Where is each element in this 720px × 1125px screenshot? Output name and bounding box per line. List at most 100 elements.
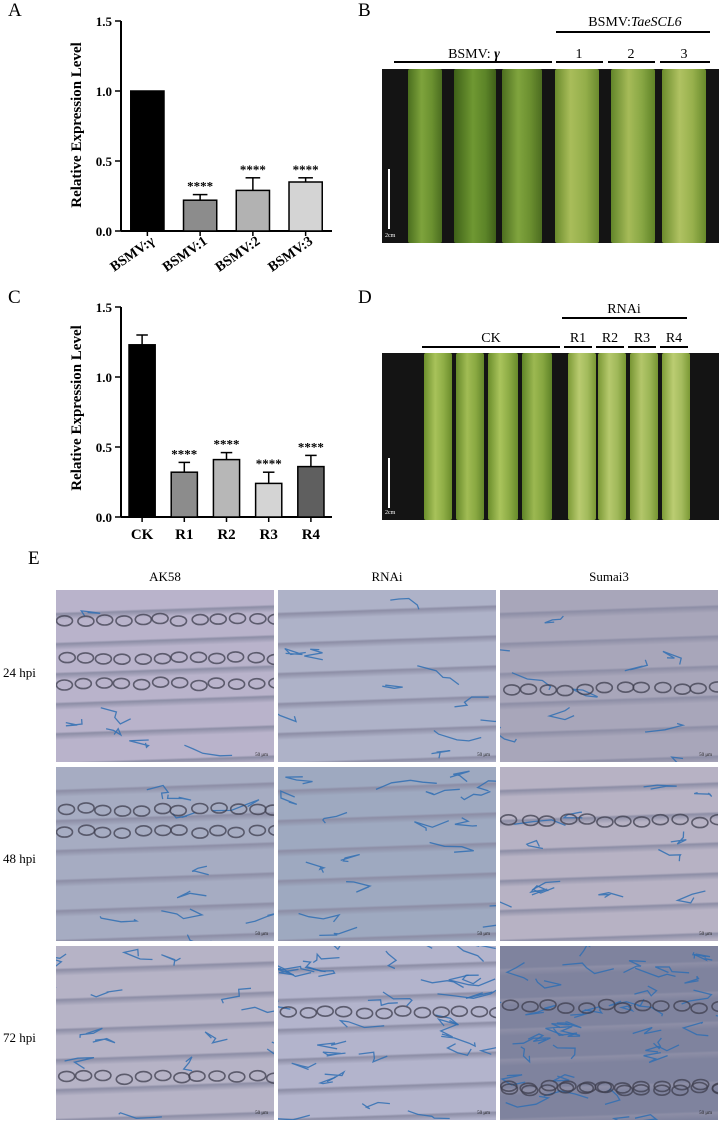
hypha [425, 788, 460, 796]
x-tick-label: R2 [217, 527, 235, 543]
cell-outline [299, 1007, 318, 1019]
cell-outline [228, 612, 247, 625]
cell-outline [226, 651, 245, 663]
group-label-treatment: BSMV:TaeSCL6 [588, 15, 681, 30]
bar [288, 181, 323, 232]
cell-outline [134, 824, 153, 837]
cell-outline [394, 1005, 412, 1017]
hypha [420, 979, 464, 989]
leaf [555, 69, 599, 243]
hypha [454, 817, 477, 827]
hypha [324, 1070, 346, 1083]
cell-outline [113, 805, 132, 817]
cell-outline [673, 683, 692, 695]
hypha [480, 719, 496, 723]
hypha [715, 1014, 718, 1017]
y-tick-label: 1.5 [96, 300, 113, 315]
cell-outline [190, 679, 208, 692]
cell-outline [264, 804, 274, 816]
cell-outline [265, 1072, 274, 1084]
scale-bar-label: 50 μm [255, 1111, 268, 1116]
hyphae-overlay [56, 784, 274, 941]
bar [130, 90, 165, 232]
hypha [220, 987, 252, 1004]
hypha [204, 1031, 228, 1044]
significance-label: **** [171, 446, 197, 461]
hypha [505, 1095, 551, 1108]
hypha [623, 959, 646, 974]
group-label-control: BSMV: γ [448, 47, 500, 62]
panel-label-d: D [358, 287, 372, 308]
bar-chart-c: Relative Expression Level 0.0 0.5 1.0 1.5 CK… [69, 300, 332, 543]
micrograph-sumai3-24hpi: 50 μm [500, 590, 718, 762]
hypha [382, 991, 413, 1007]
hypha [643, 784, 677, 790]
cell-outline [501, 999, 520, 1012]
cell-outline [489, 1007, 496, 1019]
cell-outline [375, 1007, 393, 1020]
bar [254, 482, 283, 518]
leaf [424, 353, 452, 520]
cell-outline [209, 824, 227, 837]
cell-outline [173, 1071, 191, 1084]
cell-outline [77, 615, 95, 628]
panel-label-b: B [358, 0, 371, 21]
micrograph-rnai-72hpi: 50 μm [278, 946, 496, 1120]
cell-outline [229, 803, 248, 815]
hypha [304, 648, 323, 661]
leaf [456, 353, 484, 520]
hypha [100, 707, 131, 725]
cell-outline [154, 824, 172, 837]
micrograph-ak58-24hpi: 50 μm [56, 590, 274, 762]
cell-outline [671, 813, 689, 826]
cell-outline [113, 653, 131, 665]
hypha [431, 750, 451, 759]
hypha [191, 865, 209, 876]
hypha [121, 948, 153, 961]
cell-outline [56, 826, 74, 838]
cell-outline [248, 824, 267, 837]
hypha [278, 965, 315, 973]
hypha [645, 1044, 680, 1053]
bar [128, 344, 156, 518]
cell-outline [652, 1000, 670, 1012]
cell-outline [170, 651, 188, 663]
bar [182, 199, 218, 232]
cell-outline [595, 681, 614, 694]
hypha [512, 1037, 551, 1045]
cell-outline [77, 824, 96, 837]
cell-outline [95, 614, 114, 626]
hypha [65, 719, 83, 727]
hypha [382, 684, 403, 689]
significance-label: **** [293, 162, 319, 177]
scale-bar-label: 50 μm [477, 932, 490, 937]
hypha [79, 1027, 103, 1038]
hypha [500, 726, 517, 743]
hypha [670, 756, 684, 762]
leaf [568, 353, 596, 520]
hypha [460, 790, 491, 801]
hypha [562, 962, 614, 975]
leaf-photo-d: 2cm [382, 353, 719, 520]
y-tick-label: 0.5 [96, 440, 113, 455]
cell-outline [653, 1080, 671, 1093]
hypha [632, 1026, 662, 1035]
x-tick-label: BSMV:3 [266, 234, 316, 275]
cell-outline [268, 677, 274, 689]
cell-outline [613, 1002, 632, 1014]
leaf [662, 353, 690, 520]
hypha [92, 1037, 116, 1044]
hypha [670, 831, 687, 845]
cell-outline [115, 615, 133, 627]
scale-bar-label: 2cm [385, 510, 396, 516]
cell-outline [709, 813, 718, 826]
row-header-72hpi: 72 hpi [3, 1030, 36, 1045]
panel-b-header: BSMV:TaeSCL6 BSMV: γ 1 2 3 [394, 15, 710, 63]
hypha [105, 727, 123, 737]
cell-outline [634, 999, 652, 1012]
cell-outline [578, 1002, 596, 1014]
cell-outline [248, 1069, 267, 1082]
cell-outline [450, 1005, 469, 1018]
hypha [500, 649, 510, 652]
cell-outline [169, 804, 187, 817]
